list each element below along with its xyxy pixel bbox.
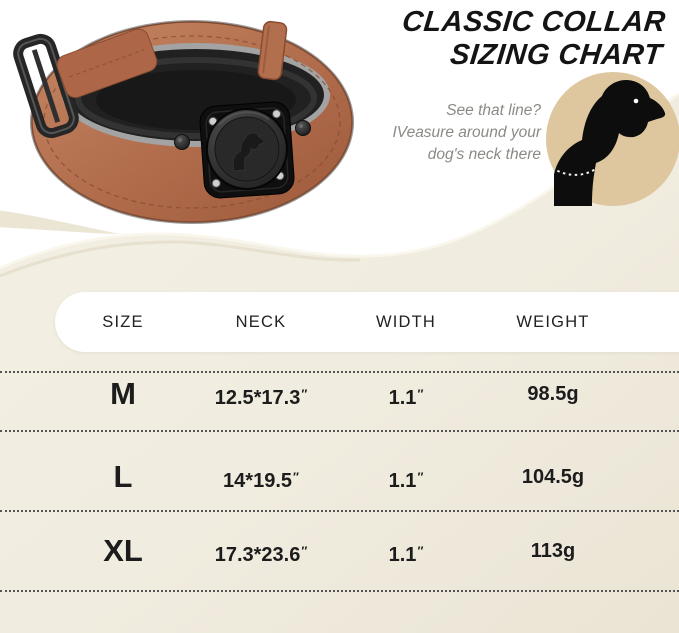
col-header-weight: WEIGHT (516, 313, 590, 331)
collar-rivet-left (174, 134, 190, 150)
title-line-1: CLASSIC COLLAR (400, 6, 667, 38)
note-line-3: dog's neck there (427, 146, 541, 163)
width-number: 1.1 (388, 387, 417, 410)
collar-photo (13, 20, 354, 224)
dog-neck-measure-illustration (546, 72, 679, 206)
neck-number: 14*19.5 (223, 470, 293, 493)
width-number: 1.1 (388, 544, 417, 567)
neck-number: 17.3*23.6 (214, 544, 301, 567)
col-header-width: WIDTH (375, 313, 437, 331)
dotted-separator (0, 510, 679, 512)
inch-mark: ″ (293, 470, 299, 484)
table-header-row: SIZE NECK WIDTH WEIGHT (0, 292, 679, 352)
airtag-holder-case (199, 101, 295, 199)
width-value: 1.1″ (389, 370, 424, 422)
weight-value: 113g (530, 540, 576, 562)
collar-measure-line (554, 137, 623, 176)
table-row: L 14*19.5″ 1.1″ 104.5g (0, 453, 679, 501)
inch-mark: ″ (417, 544, 424, 558)
neck-number: 12.5*17.3 (214, 387, 301, 410)
neck-value: 17.3*23.6″ (215, 527, 308, 579)
width-value: 1.1″ (389, 527, 424, 579)
page-title: CLASSIC COLLAR SIZING CHART (397, 6, 667, 72)
dog-eye (633, 98, 639, 104)
col-header-size: SIZE (102, 313, 144, 331)
size-label: L (113, 459, 133, 494)
weight-value: 104.5g (521, 466, 585, 488)
inch-mark: ″ (301, 544, 308, 558)
dog-engraving-icon (232, 132, 265, 172)
note-line-1: See that line? (446, 102, 541, 119)
width-value: 1.1″ (389, 453, 424, 505)
table-header-pill (55, 292, 679, 352)
case-screws (208, 109, 285, 188)
dotted-separator (0, 371, 679, 373)
collar-keeper-loop (257, 20, 288, 81)
col-header-neck: NECK (235, 313, 287, 331)
table-row: XL 17.3*23.6″ 1.1″ 113g (0, 527, 679, 575)
inch-mark: ″ (417, 387, 424, 401)
neck-value: 12.5*17.3″ (215, 370, 308, 422)
neck-value: 14*19.5″ (223, 453, 299, 505)
dotted-separator (0, 430, 679, 432)
note-line-2: IVeasure around your (392, 124, 542, 141)
collar-strap-fold (56, 28, 158, 99)
title-line-2: SIZING CHART (448, 39, 664, 71)
inch-mark: ″ (417, 470, 424, 484)
width-number: 1.1 (388, 470, 417, 493)
dotted-separator (0, 590, 679, 592)
inch-mark: ″ (301, 387, 308, 401)
measure-note: See that line? IVeasure around your dog'… (311, 100, 542, 166)
size-label: M (110, 376, 136, 411)
size-label: XL (103, 533, 143, 568)
weight-value: 98.5g (527, 383, 579, 405)
collar-rivet-right (295, 120, 311, 136)
table-row: M 12.5*17.3″ 1.1″ 98.5g (0, 370, 679, 418)
